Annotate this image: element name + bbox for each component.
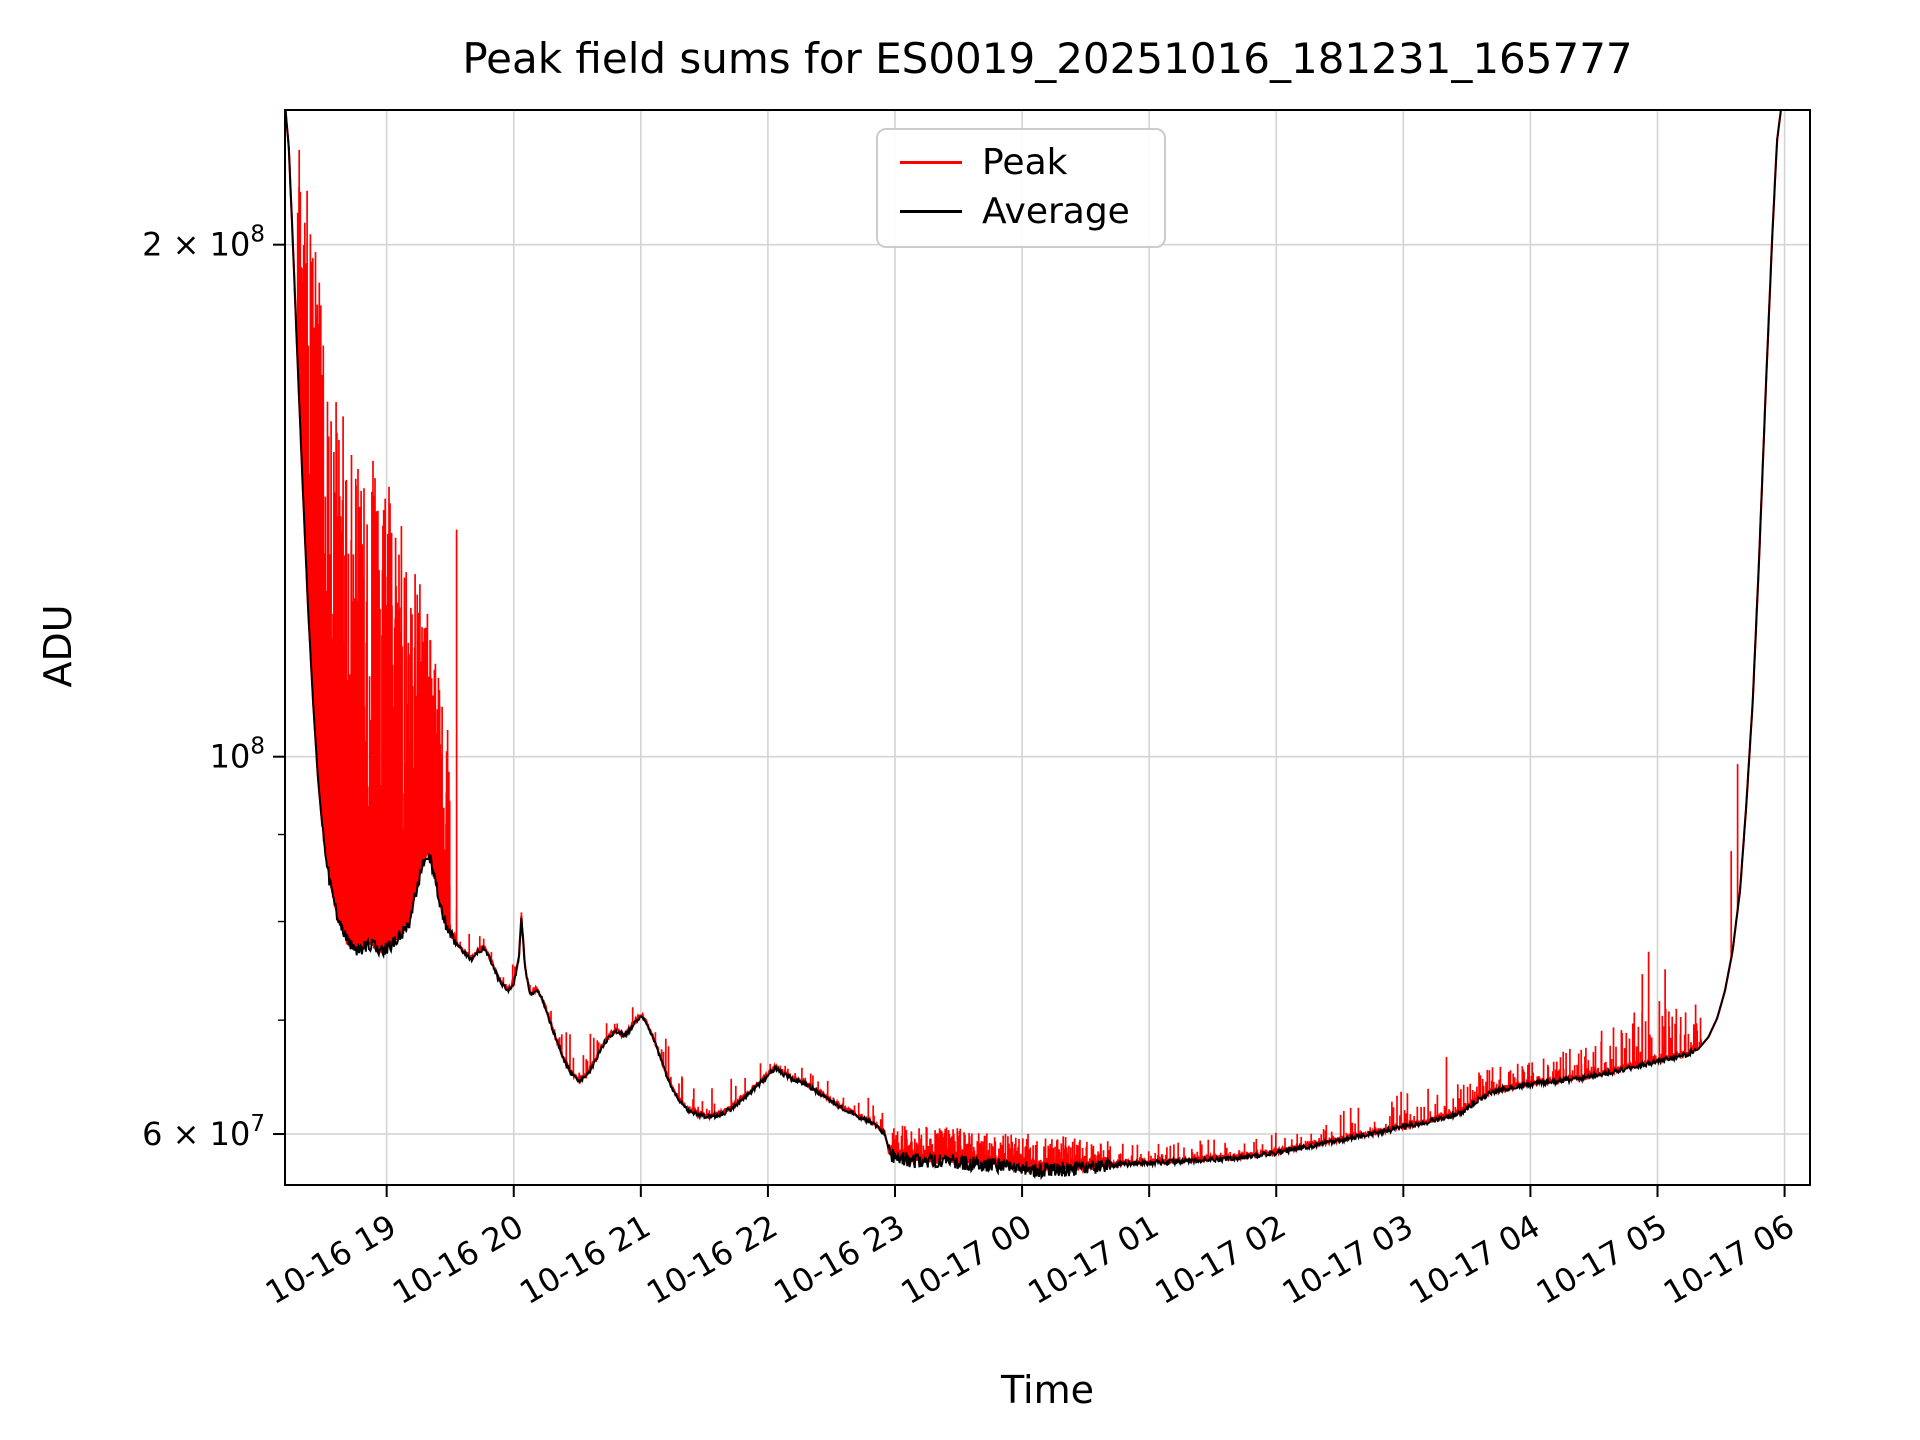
x-tick-label: 10-17 06 — [1657, 1207, 1801, 1312]
x-tick-label: 10-17 02 — [1149, 1207, 1293, 1312]
x-tick-label: 10-16 21 — [513, 1207, 657, 1312]
x-tick-label: 10-17 00 — [894, 1207, 1038, 1312]
legend-label-peak: Peak — [982, 142, 1068, 183]
series-group — [285, 110, 1782, 1181]
legend-line-sample-peak — [900, 161, 962, 164]
legend-label-average: Average — [982, 191, 1130, 232]
average-series-line — [285, 110, 1782, 1181]
x-tick-label: 10-17 01 — [1022, 1207, 1166, 1312]
legend-entry-peak: Peak — [900, 142, 1130, 183]
grid-lines — [285, 110, 1810, 1185]
legend-line-sample-average — [900, 210, 962, 213]
x-tick-label: 10-16 23 — [767, 1207, 911, 1312]
legend-entry-average: Average — [900, 191, 1130, 232]
chart-title: Peak field sums for ES0019_20251016_1812… — [462, 34, 1633, 83]
x-tick-label: 10-16 19 — [259, 1207, 403, 1312]
legend: Peak Average — [876, 128, 1166, 248]
x-tick-label: 10-16 22 — [640, 1207, 784, 1312]
plot-border — [284, 109, 1811, 1186]
x-axis-label: Time — [1001, 1368, 1094, 1412]
x-tick-label: 10-17 05 — [1530, 1207, 1674, 1312]
y-tick-label: 108 — [210, 734, 265, 776]
x-tick-label: 10-16 20 — [386, 1207, 530, 1312]
y-axis-label: ADU — [36, 604, 80, 688]
x-tick-label: 10-17 04 — [1403, 1207, 1547, 1312]
y-tick-label: 6 × 107 — [142, 1111, 265, 1153]
y-tick-label: 2 × 108 — [142, 222, 265, 264]
x-tick-label: 10-17 03 — [1276, 1207, 1420, 1312]
